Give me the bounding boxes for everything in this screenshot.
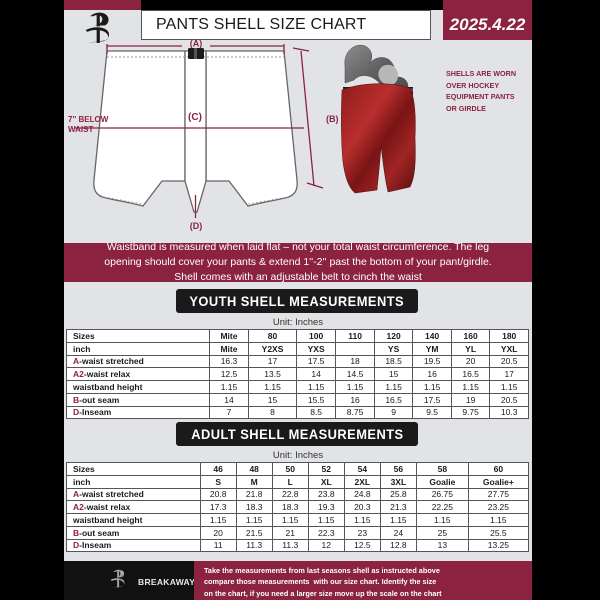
svg-text:(C): (C)	[188, 112, 202, 123]
svg-text:7'' BELOW: 7'' BELOW	[68, 115, 109, 124]
svg-text:(D): (D)	[190, 221, 203, 231]
svg-text:WAIST: WAIST	[68, 125, 93, 134]
svg-text:(A): (A)	[190, 40, 203, 49]
